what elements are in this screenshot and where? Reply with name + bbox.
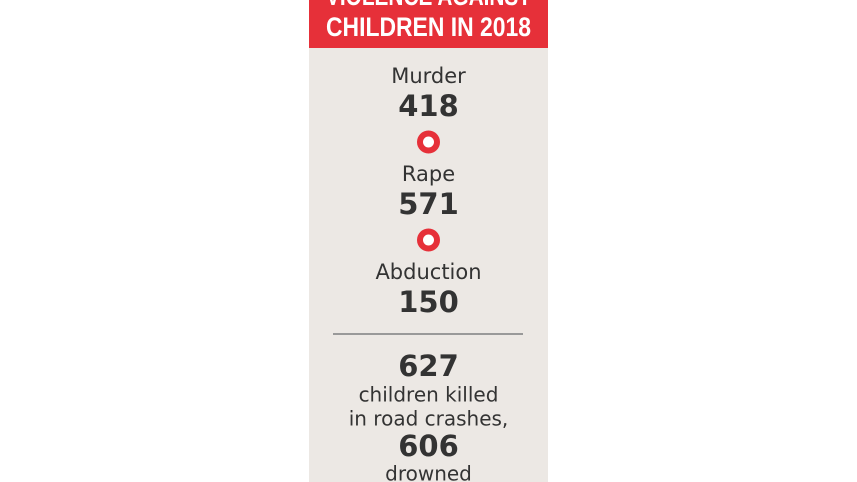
item-label: Rape [402, 162, 455, 186]
footer-text: drowned [385, 462, 472, 482]
footer-text: in road crashes, [349, 407, 509, 431]
footer-value: 627 [398, 349, 459, 383]
footer-text: children killed [359, 383, 499, 407]
header-title: CHILDREN IN 2018 [326, 12, 531, 42]
separator-dot [417, 130, 440, 154]
footer-value: 606 [398, 429, 459, 463]
item-label: Murder [391, 64, 466, 88]
header-band [309, 0, 548, 48]
item-label: Abduction [375, 260, 481, 284]
separator-dot [417, 228, 440, 252]
header-title: VIOLENCE AGAINST [326, 0, 531, 11]
item-value: 150 [398, 285, 459, 319]
item-value: 418 [398, 89, 459, 123]
item-value: 571 [398, 187, 459, 221]
